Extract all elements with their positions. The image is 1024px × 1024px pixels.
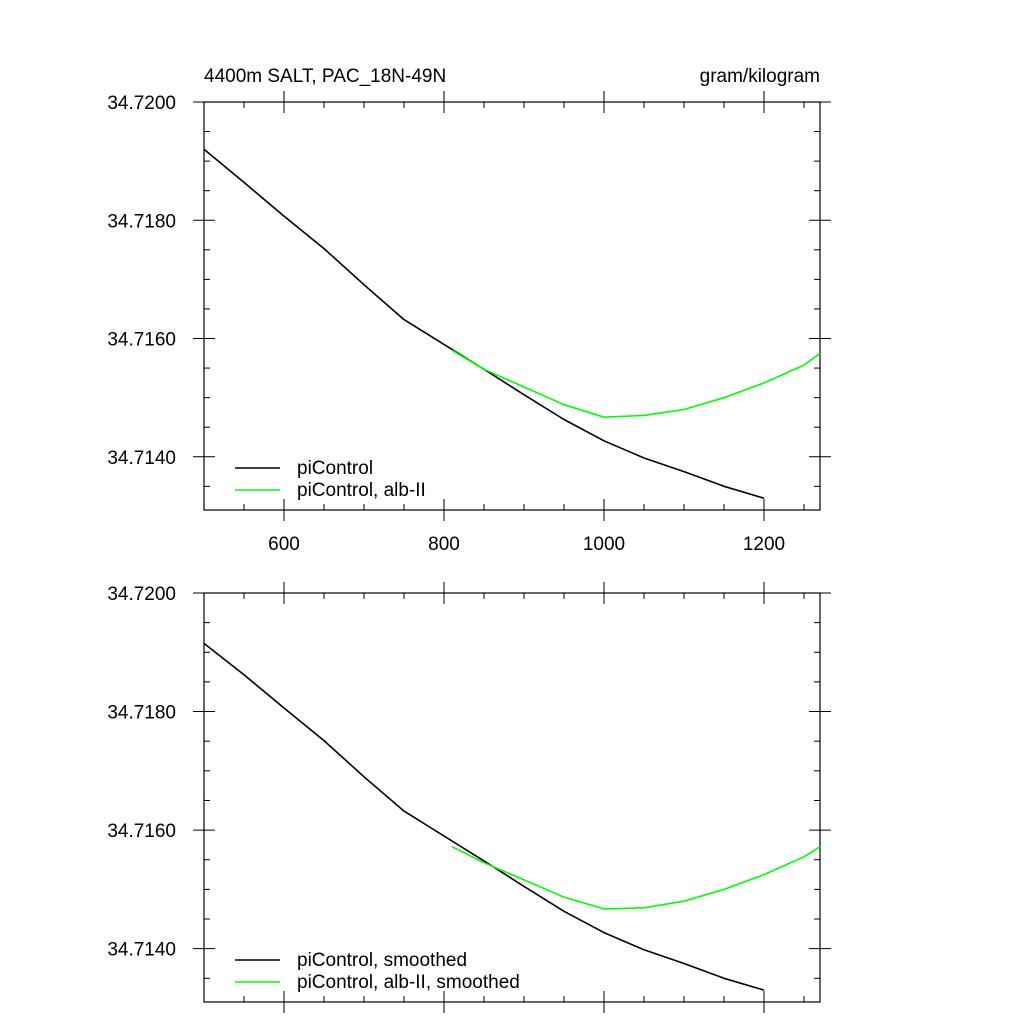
tick-marks-top (193, 91, 831, 521)
chart-title-right: gram/kilogram (700, 66, 820, 87)
x-tick-label: 1000 (583, 534, 625, 555)
y-tick-labels-top: 34.7140 34.7160 34.7180 34.7200 (107, 93, 176, 469)
plot-frame-top (203, 101, 821, 511)
y-tick-label: 34.7180 (107, 211, 176, 232)
series-line-picontrol-alb-ii (451, 845, 821, 910)
y-tick-label: 34.7140 (107, 940, 176, 961)
series-line-picontrol-alb-ii (451, 349, 821, 419)
y-tick-label: 34.7180 (107, 703, 176, 724)
panel-bottom: 34.7140 34.7160 34.7180 34.7200 piControl, … (107, 582, 831, 1013)
x-tick-label: 600 (268, 534, 300, 555)
y-tick-labels-bottom: 34.7140 34.7160 34.7180 34.7200 (107, 584, 176, 961)
tick-marks-bottom (193, 582, 831, 1013)
chart-title-left: 4400m SALT, PAC_18N-49N (204, 66, 446, 87)
legend-label: piControl (297, 458, 373, 479)
y-tick-label: 34.7200 (107, 584, 176, 605)
y-tick-label: 34.7160 (107, 330, 176, 351)
y-tick-label: 34.7160 (107, 821, 176, 842)
plot-frame-bottom (203, 592, 821, 1003)
legend-label: piControl, alb-II, smoothed (297, 972, 520, 993)
y-tick-label: 34.7140 (107, 448, 176, 469)
panel-top: 34.7140 34.7160 34.7180 34.7200 600 800 1000 1… (107, 91, 831, 555)
legend-label: piControl, smoothed (297, 950, 467, 971)
series-line-picontrol (203, 642, 765, 991)
x-tick-label: 1200 (743, 534, 785, 555)
series-lines-bottom (203, 642, 821, 991)
legend-label: piControl, alb-II (297, 480, 426, 501)
x-tick-labels-top: 600 800 1000 1200 (268, 534, 785, 555)
series-lines-top (203, 148, 821, 499)
y-tick-label: 34.7200 (107, 93, 176, 114)
x-tick-label: 800 (428, 534, 460, 555)
series-line-picontrol (203, 148, 765, 499)
